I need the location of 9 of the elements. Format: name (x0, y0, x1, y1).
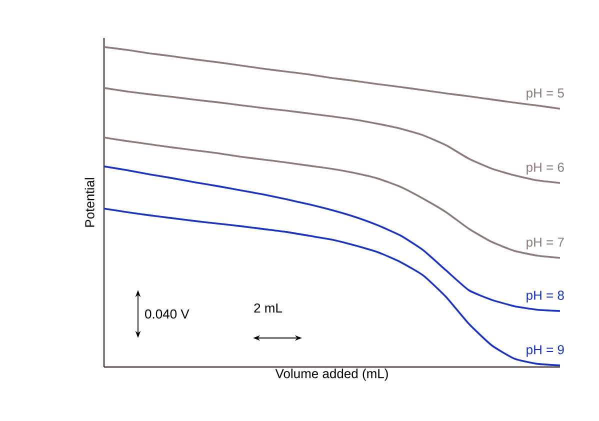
x-axis-title: Volume added (mL) (275, 368, 388, 381)
annotation: 0.040 V (145, 309, 190, 319)
y-axis-title: Potential (84, 178, 94, 227)
series-label: pH = 7 (526, 238, 564, 250)
series-label: pH = 6 (526, 162, 564, 174)
series-label: pH = 9 (526, 345, 564, 357)
series-label: pH = 8 (526, 290, 564, 302)
series-label: pH = 5 (526, 88, 564, 100)
annotation: 2 mL (254, 303, 282, 313)
